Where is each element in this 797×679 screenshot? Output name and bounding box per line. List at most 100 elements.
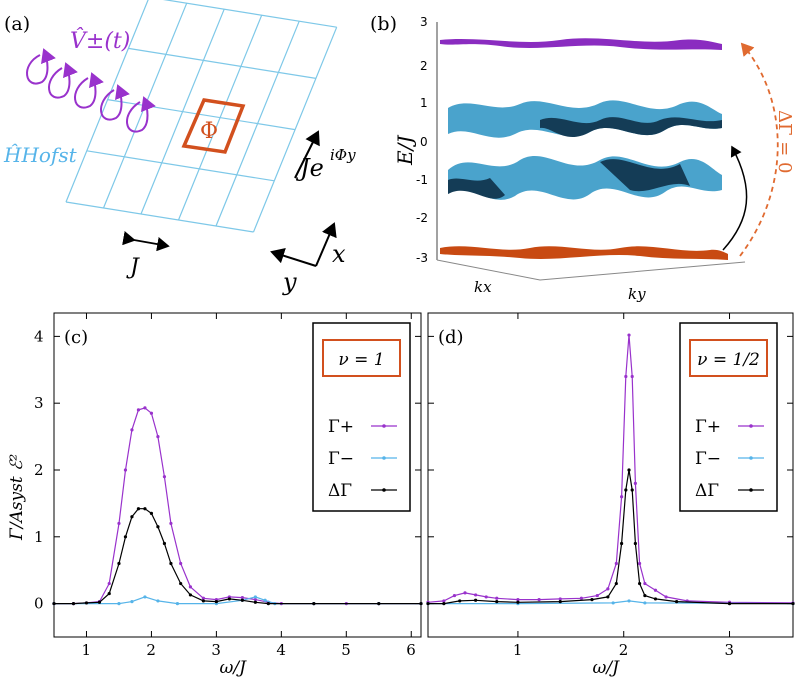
series-point-0 <box>143 406 147 410</box>
series-point-2 <box>643 593 647 598</box>
series-point-0 <box>614 561 618 566</box>
series-point-1 <box>253 595 257 599</box>
series-point-0 <box>474 593 478 597</box>
series-point-1 <box>130 599 134 604</box>
series-point-2 <box>117 561 121 566</box>
series-point-2 <box>653 597 658 601</box>
legend-marker <box>749 424 753 428</box>
legend-marker <box>749 456 753 460</box>
series-point-2 <box>253 600 257 604</box>
x-tick-label: 3 <box>725 641 735 659</box>
series-point-2 <box>149 511 154 516</box>
legend-marker <box>382 456 386 460</box>
middle-bands <box>448 100 722 200</box>
series-line-0 <box>427 334 794 604</box>
series-point-0 <box>123 468 128 472</box>
panel-a-label: (a) <box>4 13 30 35</box>
hopping-label: Je <box>295 154 324 182</box>
series-point-2 <box>637 581 642 586</box>
series-point-2 <box>123 535 128 539</box>
y-tick-label: 3 <box>34 394 44 412</box>
series-point-2 <box>624 488 628 492</box>
energy-tick: -3 <box>416 251 428 265</box>
y-tick-label: 4 <box>34 327 44 345</box>
legend-entry: ΔΓ <box>695 481 719 501</box>
dgamma-arrow <box>739 42 779 257</box>
series-point-2 <box>136 507 141 511</box>
legend-entry: Γ− <box>328 449 354 469</box>
series-point-2 <box>791 601 795 606</box>
legend-box <box>312 322 411 512</box>
energy-ticks: 3 2 1 0 -1 -2 -3 <box>416 15 428 265</box>
energy-tick: -1 <box>416 173 428 187</box>
series-point-0 <box>179 561 183 566</box>
y-tick-label: 0 <box>34 595 44 613</box>
series-point-0 <box>653 588 658 592</box>
panel-label: (d) <box>438 327 464 348</box>
kx-label: kx <box>474 278 492 296</box>
legend-entry: ΔΓ <box>328 481 352 501</box>
series-point-2 <box>52 601 56 606</box>
series-point-2 <box>266 601 270 606</box>
x-axis-label: ω/J <box>220 658 248 678</box>
series-point-0 <box>442 599 446 603</box>
x-tick-label: 1 <box>513 641 523 659</box>
lattice-line <box>65 0 149 203</box>
series-point-0 <box>117 521 121 526</box>
lattice-line <box>162 0 337 28</box>
legend-marker <box>382 424 386 428</box>
plot-frame <box>53 312 422 638</box>
legend-entry: Γ+ <box>328 417 354 437</box>
bottom-band <box>440 246 728 260</box>
nu-box <box>322 339 401 377</box>
series-line-2 <box>54 508 421 605</box>
y-tick-label: 1 <box>34 528 44 546</box>
series-point-1 <box>611 601 615 605</box>
panel-label: (c) <box>64 327 88 348</box>
x-tick-label: 5 <box>341 641 351 659</box>
legend-marker <box>382 488 386 492</box>
lattice-line <box>252 26 338 233</box>
series-point-2 <box>84 601 89 605</box>
series-point-0 <box>162 475 167 479</box>
energy-axis-label: E/J <box>393 135 417 166</box>
series-point-2 <box>188 593 193 597</box>
x-tick-label: 1 <box>81 641 91 659</box>
series-point-2 <box>426 601 430 606</box>
series-point-0 <box>130 428 134 432</box>
x-axis-label: x <box>332 240 346 268</box>
series-point-2 <box>214 599 218 604</box>
lattice-line <box>128 47 316 79</box>
series-point-2 <box>627 468 631 472</box>
hofstadter-lattice <box>65 0 338 233</box>
series-point-2 <box>201 599 205 603</box>
energy-tick: -2 <box>416 211 428 225</box>
series-point-1 <box>156 599 160 603</box>
series-point-0 <box>107 581 111 586</box>
k-floor <box>436 259 746 281</box>
series-point-0 <box>516 597 520 602</box>
series-point-2 <box>495 599 499 604</box>
series-point-2 <box>442 601 446 606</box>
series-point-0 <box>201 596 205 600</box>
series-point-0 <box>558 597 562 601</box>
panel-b: (b) 3 2 1 0 -1 -2 -3 E/J kx ky <box>370 13 795 303</box>
series-point-2 <box>162 541 167 546</box>
dgamma-label: ΔΓ = 0 <box>774 110 795 173</box>
series-point-1 <box>143 595 147 599</box>
series-point-0 <box>136 408 141 412</box>
energy-tick: 3 <box>420 15 428 29</box>
legend-entry: Γ+ <box>695 417 721 437</box>
legend-box <box>679 322 778 512</box>
nu-label: ν = 1 <box>338 350 384 370</box>
series-point-0 <box>452 593 457 598</box>
series-point-2 <box>633 541 637 546</box>
series-point-2 <box>169 561 173 566</box>
series-point-2 <box>606 595 610 599</box>
x-axis-arrow <box>315 222 337 267</box>
lattice-line <box>65 201 254 233</box>
x-tick-label: 4 <box>276 641 286 659</box>
series-point-1 <box>117 601 121 606</box>
lattice-line <box>140 8 225 215</box>
series-point-0 <box>606 587 610 591</box>
